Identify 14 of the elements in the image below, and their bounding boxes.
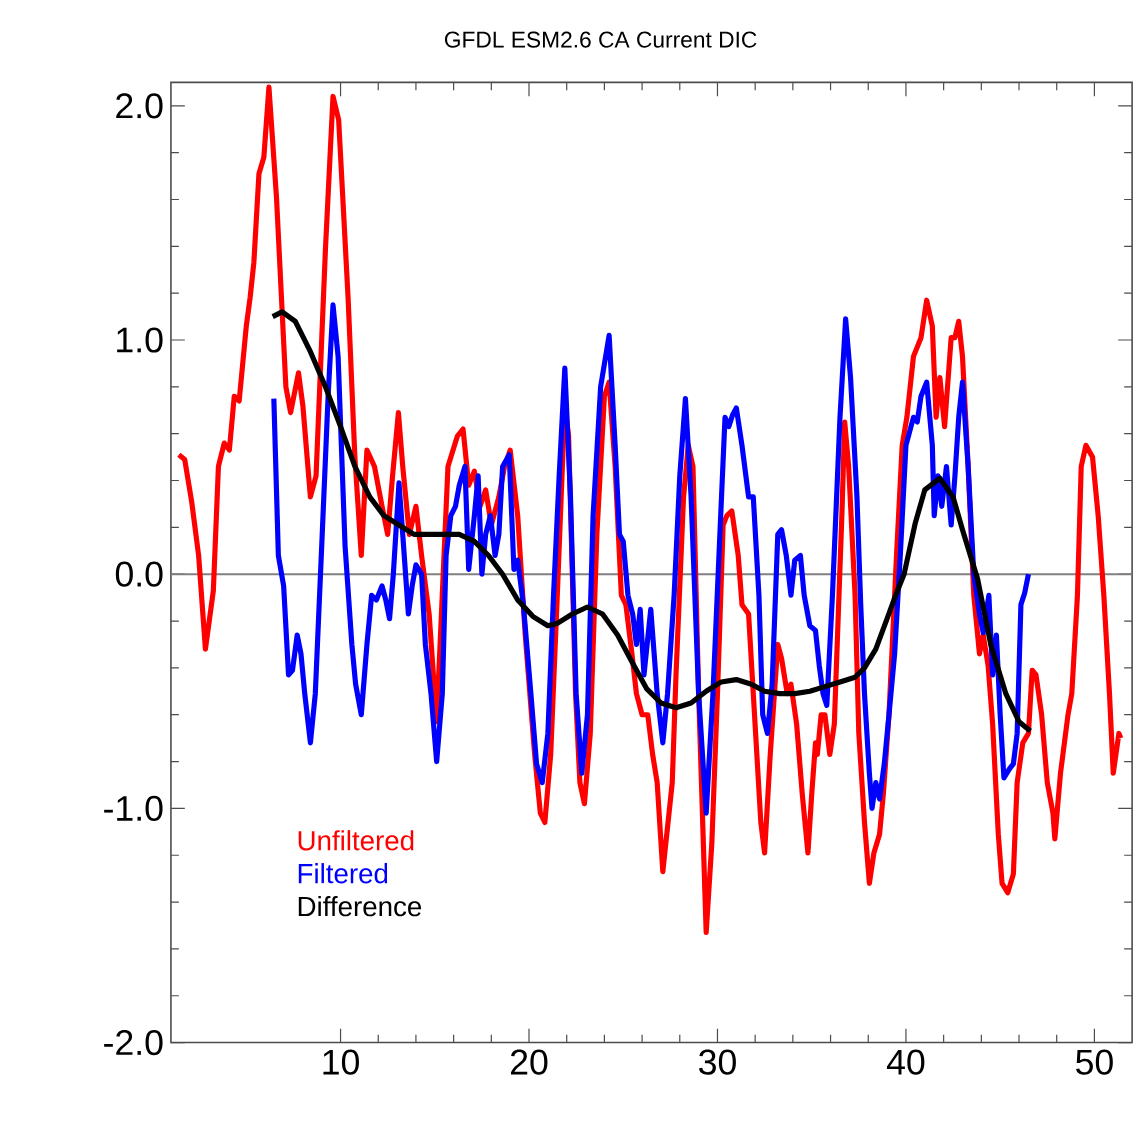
text: Filtered (298, 863, 388, 884)
x-tick-label: 50 (1076, 1049, 1113, 1075)
x-tick-label: 10 (323, 1049, 359, 1075)
x-tick-label: 40 (886, 1049, 925, 1075)
y-tick-label: 2.0 (116, 93, 163, 119)
y-tick-label: -1.0 (104, 795, 163, 822)
x-tick-label: 30 (699, 1049, 736, 1075)
text: Unfiltered (298, 830, 414, 851)
y-tick-label: 1.0 (117, 327, 163, 353)
y-tick-label: 0.0 (115, 561, 163, 587)
x-tick-label: 20 (511, 1049, 548, 1075)
chart-title: GFDL ESM2.6 CA Current DIC (444, 31, 757, 48)
text: Difference (298, 896, 422, 917)
y-tick-label: -2.0 (104, 1030, 163, 1056)
